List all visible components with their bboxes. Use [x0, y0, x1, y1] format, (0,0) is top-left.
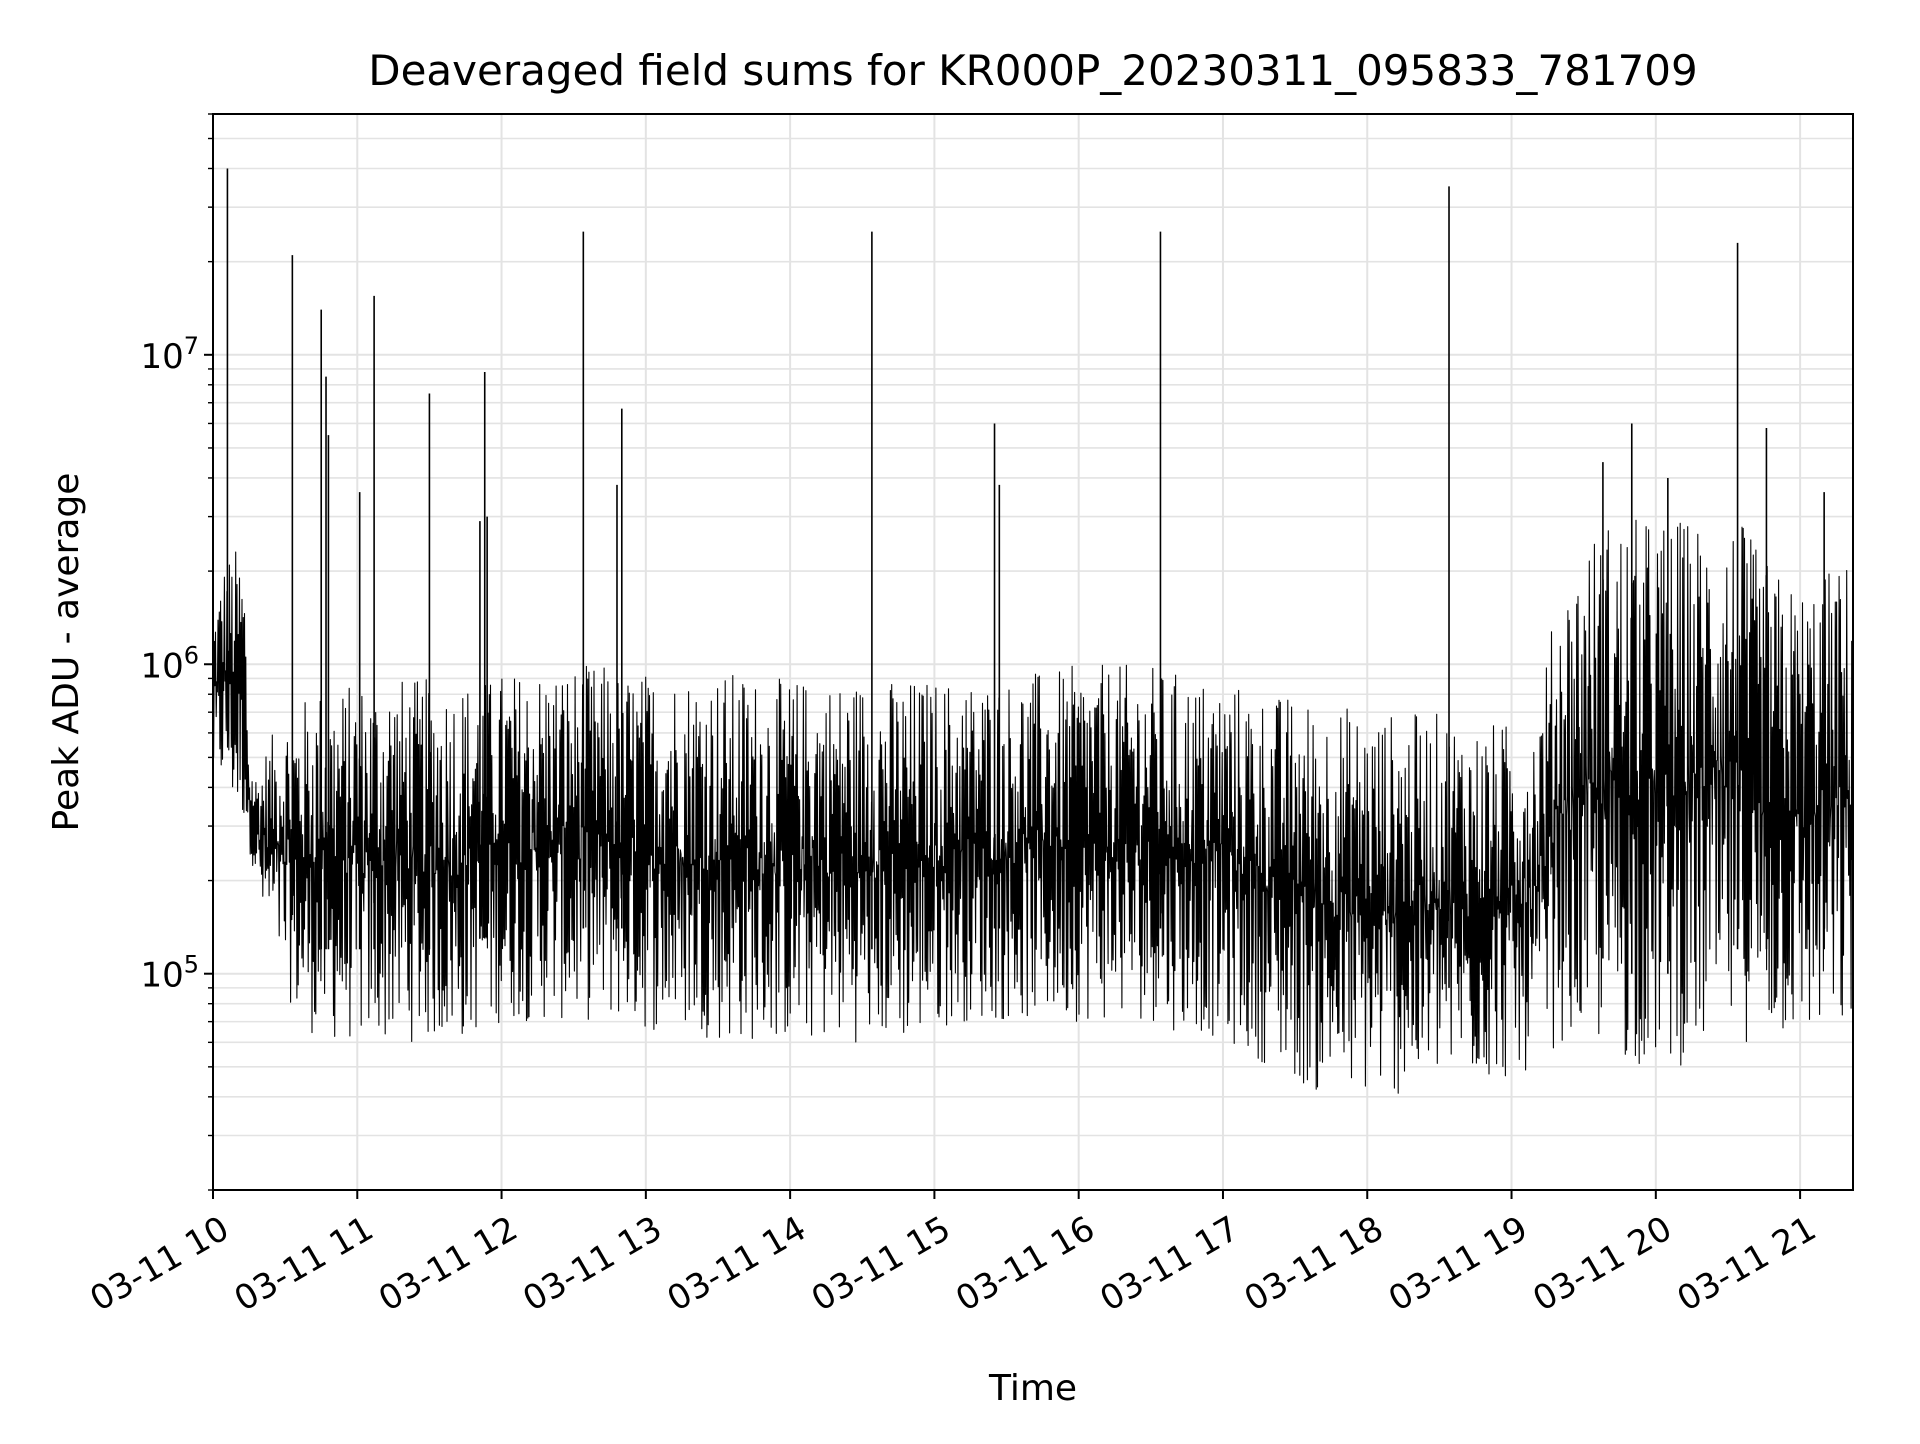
series-line [213, 519, 1853, 1094]
y-tick-label: 105 [140, 951, 199, 996]
y-tick-label: 106 [140, 641, 199, 686]
chart-title: Deaveraged field sums for KR000P_2023031… [368, 46, 1698, 95]
plot-frame [212, 113, 1854, 1191]
y-axis-label: Peak ADU - average [46, 473, 87, 832]
data-series [213, 168, 1853, 1094]
y-tick-label: 107 [140, 332, 199, 377]
x-axis-label: Time [988, 1368, 1077, 1409]
